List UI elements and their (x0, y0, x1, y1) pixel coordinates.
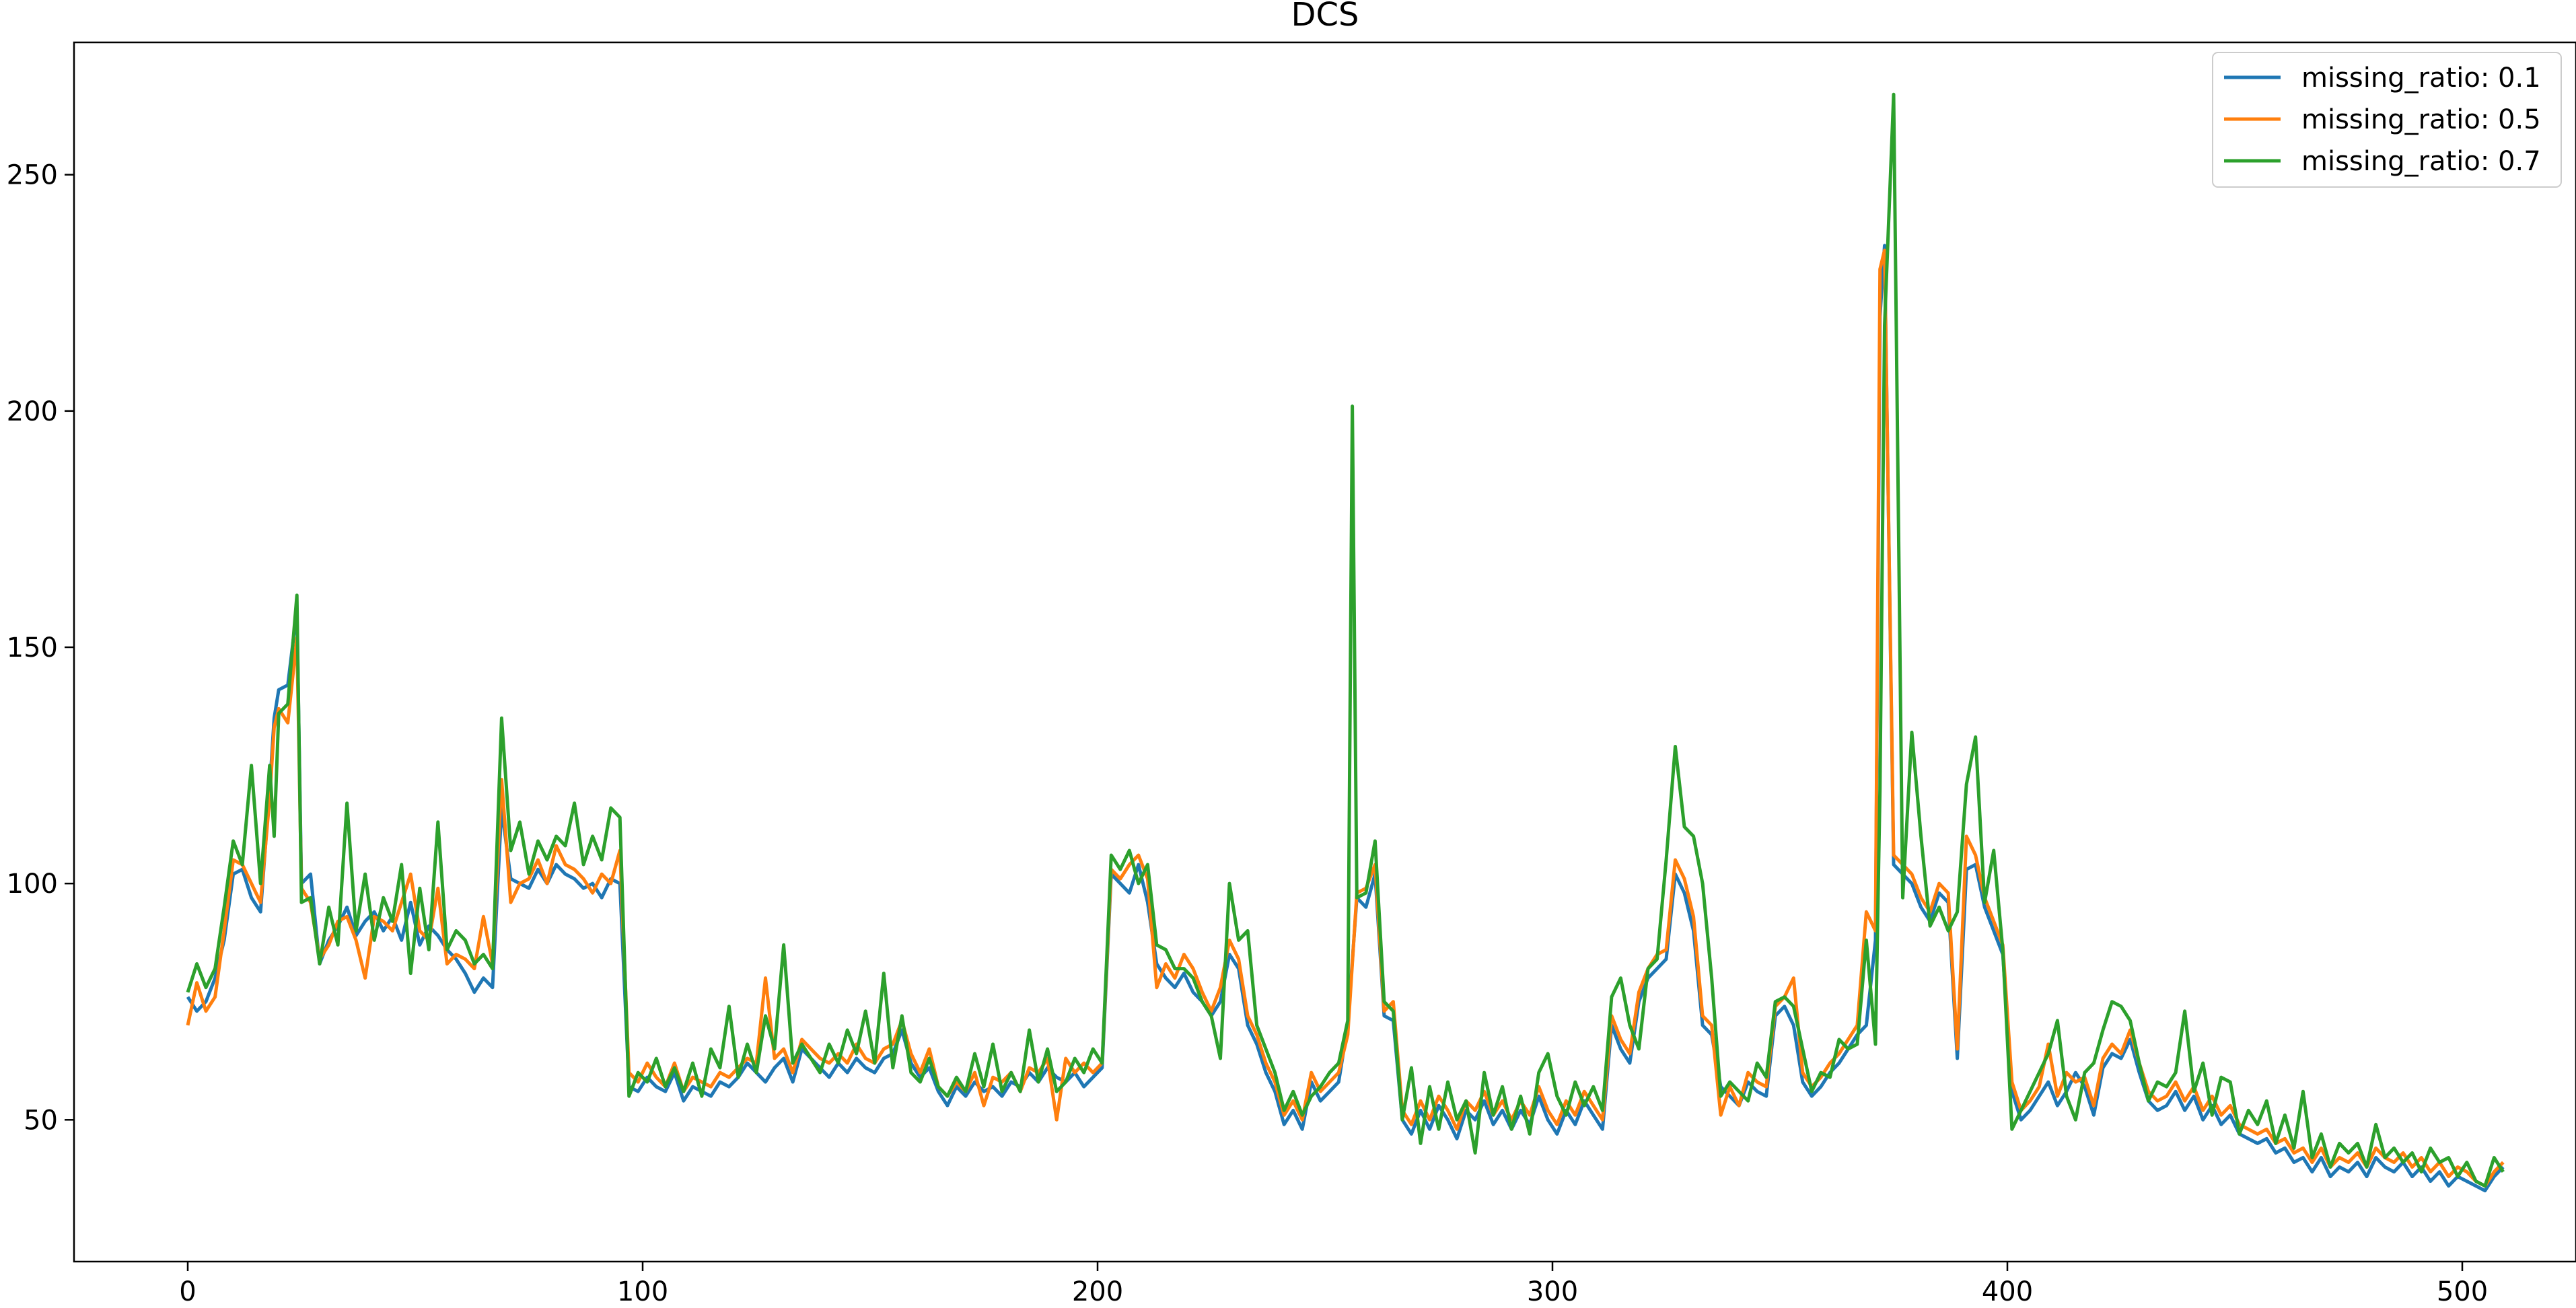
legend-label-1: missing_ratio: 0.5 (2301, 104, 2541, 135)
legend-box (2212, 52, 2562, 188)
chart-title: DCS (1291, 0, 1359, 34)
x-tick-label-300: 300 (1527, 1276, 1578, 1307)
series-layer (186, 92, 2505, 1193)
y-tick-label-100: 100 (7, 869, 58, 900)
series-line-2 (186, 92, 2505, 1188)
y-tick-label-150: 150 (7, 632, 58, 663)
series-line-1 (186, 248, 2505, 1188)
y-tick-label-250: 250 (7, 160, 58, 191)
x-tick-label-200: 200 (1072, 1276, 1123, 1307)
legend: missing_ratio: 0.1 missing_ratio: 0.5 mi… (2212, 52, 2562, 188)
x-tick-label-500: 500 (2437, 1276, 2488, 1307)
legend-label-2: missing_ratio: 0.7 (2301, 146, 2541, 177)
legend-label-0: missing_ratio: 0.1 (2301, 63, 2541, 94)
x-tick-label-100: 100 (617, 1276, 668, 1307)
plot-area-frame (73, 41, 2576, 1263)
y-tick-label-200: 200 (7, 396, 58, 427)
y-axis: 50 100 150 200 250 (7, 160, 74, 1136)
x-tick-label-0: 0 (179, 1276, 196, 1307)
x-axis: 0 100 200 300 400 500 (179, 1262, 2488, 1307)
y-tick-label-50: 50 (24, 1105, 58, 1136)
x-tick-label-400: 400 (1982, 1276, 2033, 1307)
